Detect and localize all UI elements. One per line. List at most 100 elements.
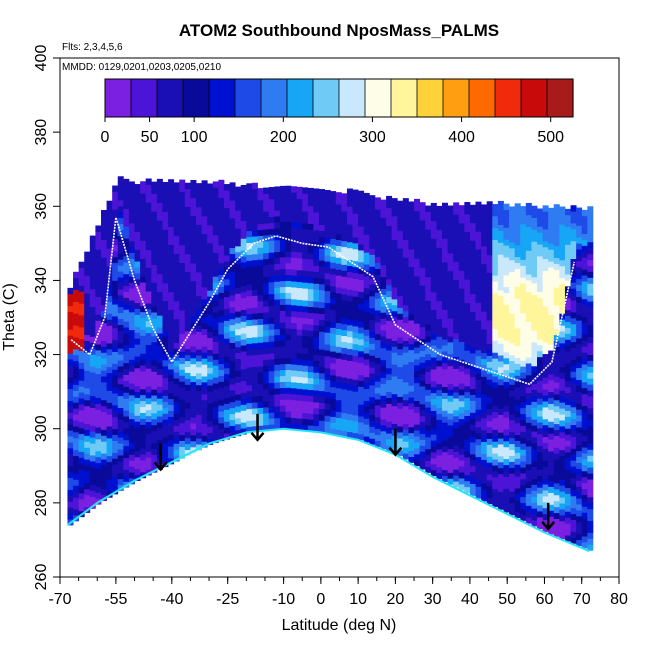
heatmap-cell: [212, 181, 219, 188]
x-tick-label: -10: [272, 591, 295, 608]
heatmap-cell: [291, 186, 298, 193]
heatmap-cell: [78, 481, 85, 488]
heatmap-cell: [89, 413, 96, 420]
heatmap-cell: [341, 205, 348, 212]
heatmap-cell: [469, 353, 476, 360]
heatmap-cell: [151, 246, 158, 254]
heatmap-cell: [207, 272, 214, 279]
heatmap-cell: [481, 317, 488, 324]
heatmap-cell: [196, 301, 203, 309]
heatmap-cell: [268, 418, 275, 425]
heatmap-cell: [397, 200, 404, 208]
heatmap-cell: [117, 277, 124, 284]
heatmap-cell: [117, 377, 124, 385]
heatmap-cell: [509, 348, 516, 356]
heatmap-cell: [548, 326, 555, 333]
heatmap-cell: [128, 335, 135, 342]
heatmap-cell: [128, 252, 135, 259]
heatmap-cell: [447, 211, 454, 218]
heatmap-cell: [542, 246, 549, 254]
heatmap-cell: [296, 287, 303, 294]
heatmap-cell: [162, 425, 169, 432]
heatmap-cell: [291, 387, 298, 395]
heatmap-cell: [106, 206, 113, 213]
heatmap-cell: [391, 405, 398, 413]
heatmap-cell: [263, 205, 270, 212]
heatmap-cell: [117, 437, 124, 444]
heatmap-cell: [179, 404, 186, 412]
heatmap-cell: [492, 459, 499, 466]
heatmap-cell: [257, 312, 264, 320]
heatmap-cell: [436, 205, 443, 213]
heatmap-cell: [268, 388, 275, 396]
heatmap-cell: [246, 212, 253, 220]
heatmap-cell: [363, 430, 370, 437]
heatmap-cell: [330, 238, 337, 245]
heatmap-cell: [402, 310, 409, 318]
heatmap-cell: [196, 307, 203, 315]
heatmap-cell: [542, 312, 549, 319]
heatmap-cell: [525, 440, 532, 447]
heatmap-cell: [587, 538, 594, 545]
heatmap-cell: [525, 333, 532, 340]
heatmap-cell: [291, 251, 298, 258]
heatmap-cell: [576, 355, 583, 363]
heatmap-cell: [341, 359, 348, 366]
heatmap-cell: [95, 450, 102, 458]
heatmap-cell: [576, 231, 583, 238]
heatmap-cell: [358, 273, 365, 281]
heatmap-cell: [218, 357, 225, 365]
heatmap-cell: [196, 432, 203, 439]
heatmap-cell: [274, 287, 281, 294]
heatmap-cell: [581, 417, 588, 424]
heatmap-cell: [151, 223, 158, 230]
heatmap-cell: [313, 247, 320, 255]
heatmap-cell: [223, 332, 230, 339]
heatmap-cell: [207, 183, 214, 190]
heatmap-cell: [414, 459, 421, 467]
heatmap-cell: [581, 298, 588, 306]
heatmap-cell: [492, 239, 499, 246]
heatmap-cell: [223, 361, 230, 369]
heatmap-cell: [67, 293, 74, 301]
heatmap-cell: [481, 459, 488, 466]
heatmap-cell: [581, 281, 588, 288]
heatmap-cell: [145, 279, 152, 286]
heatmap-cell: [441, 297, 448, 304]
heatmap-cell: [531, 419, 538, 426]
heatmap-cell: [335, 429, 342, 436]
heatmap-cell: [542, 288, 549, 295]
heatmap-cell: [531, 247, 538, 254]
heatmap-cell: [386, 320, 393, 327]
heatmap-cell: [330, 262, 337, 269]
heatmap-cell: [313, 283, 320, 290]
heatmap-cell: [291, 405, 298, 413]
heatmap-cell: [246, 367, 253, 374]
heatmap-cell: [123, 291, 130, 298]
heatmap-cell: [257, 294, 264, 302]
heatmap-cell: [503, 417, 510, 424]
heatmap-cell: [145, 326, 152, 334]
heatmap-cell: [324, 290, 331, 298]
heatmap-cell: [279, 393, 286, 400]
heatmap-cell: [168, 458, 175, 465]
heatmap-cell: [207, 189, 214, 196]
heatmap-cell: [386, 356, 393, 363]
heatmap-cell: [486, 444, 493, 451]
x-tick-label: 40: [461, 591, 479, 608]
heatmap-cell: [402, 215, 409, 223]
heatmap-cell: [469, 436, 476, 443]
heatmap-cell: [402, 429, 409, 436]
heatmap-cell: [402, 245, 409, 252]
heatmap-cell: [537, 404, 544, 411]
heatmap-cell: [458, 341, 465, 348]
heatmap-cell: [475, 338, 482, 345]
heatmap-cell: [156, 404, 163, 411]
heatmap-cell: [95, 427, 102, 434]
heatmap-cell: [89, 300, 96, 308]
heatmap-cell: [223, 326, 230, 333]
heatmap-cell: [218, 422, 225, 430]
heatmap-cell: [73, 479, 80, 486]
heatmap-cell: [469, 489, 476, 496]
heatmap-cell: [106, 307, 113, 314]
